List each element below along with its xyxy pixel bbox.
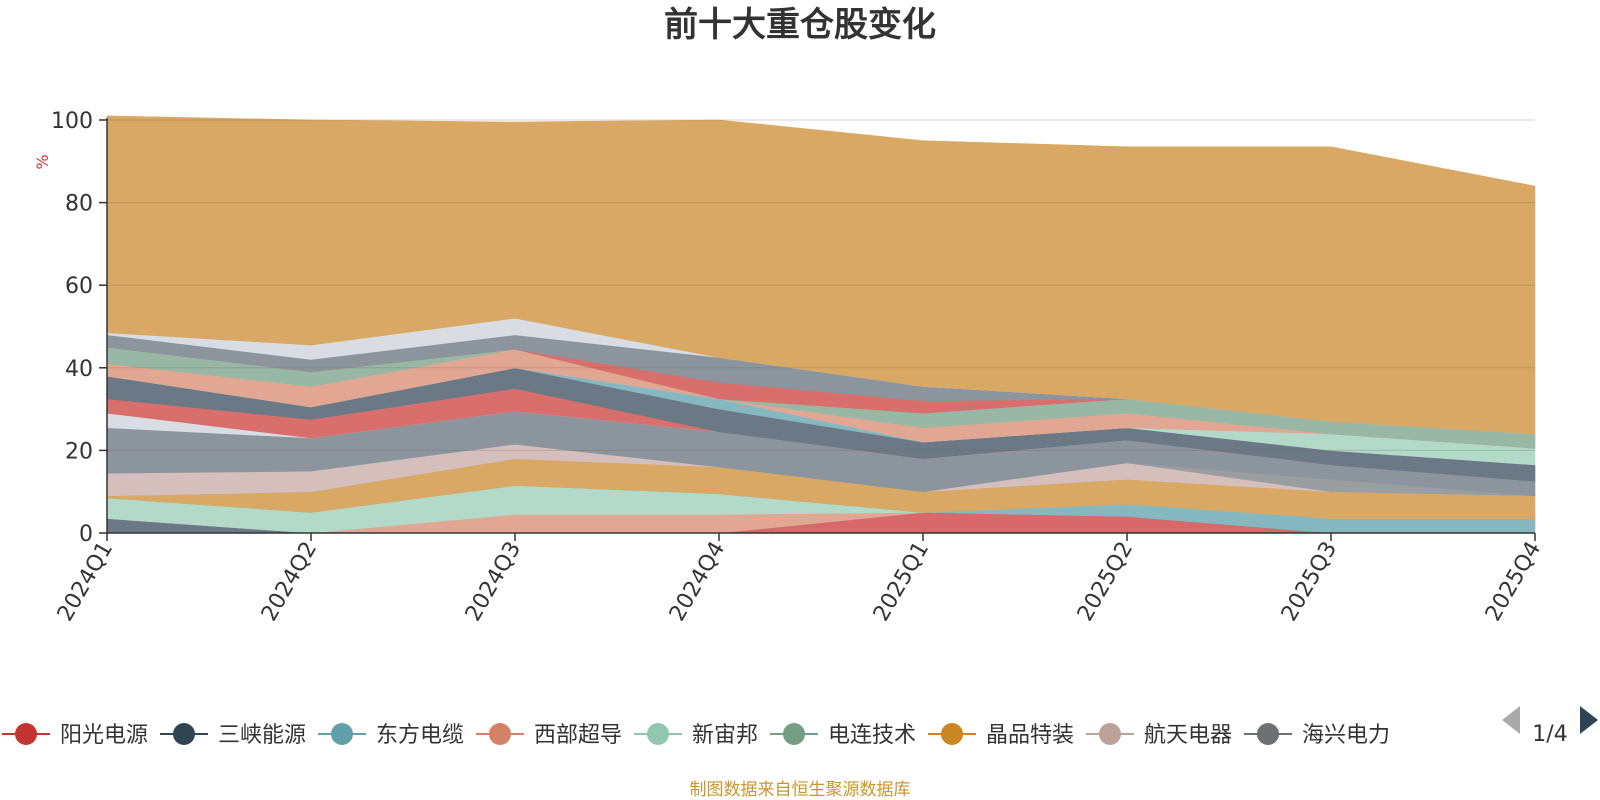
y-axis-label: % (33, 154, 52, 169)
legend-item-label: 新宙邦 (692, 723, 758, 748)
legend-item-7[interactable]: 晶品特装 (928, 723, 1074, 748)
legend-circle-marker (783, 723, 805, 745)
axes (106, 118, 1535, 534)
legend-item-label: 阳光电源 (60, 723, 148, 748)
x-tick-label: 2025Q3 (1277, 538, 1342, 626)
x-axis-ticks: 2024Q1 2024Q2 2024Q3 2024Q4 2025Q1 2025Q2 2025… (53, 533, 1546, 626)
legend-page-indicator: 1/4 (1532, 722, 1567, 747)
y-axis-ticks: 0 20 40 60 80 100 (51, 109, 107, 547)
legend-item-label: 三峡能源 (218, 723, 306, 748)
legend-circle-marker (941, 723, 963, 745)
legend-pager: 1/4 (1502, 706, 1598, 747)
legend-item-label: 西部超导 (534, 723, 622, 748)
legend-item-1[interactable]: 阳光电源 (2, 723, 148, 748)
legend-item-8[interactable]: 航天电器 (1086, 723, 1232, 748)
y-tick-label: 100 (51, 109, 93, 134)
x-tick-label: 2024Q1 (53, 538, 118, 626)
chart-title: 前十大重仓股变化 (664, 5, 936, 45)
legend-circle-marker (1257, 723, 1279, 745)
legend-circle-marker (173, 723, 195, 745)
legend-next-page-icon[interactable] (1580, 706, 1598, 734)
x-tick-label: 2025Q1 (869, 538, 934, 626)
y-tick-label: 40 (65, 357, 93, 382)
legend-prev-page-icon[interactable] (1502, 706, 1520, 734)
legend-circle-marker (489, 723, 511, 745)
legend-circle-marker (1099, 723, 1121, 745)
legend-item-label: 晶品特装 (986, 723, 1074, 748)
legend-item-9[interactable]: 海兴电力 (1244, 723, 1390, 748)
y-tick-label: 0 (79, 522, 93, 547)
y-tick-label: 80 (65, 192, 93, 217)
legend-circle-marker (15, 723, 37, 745)
legend-item-4[interactable]: 西部超导 (476, 723, 622, 748)
y-tick-label: 60 (65, 274, 93, 299)
legend-item-5[interactable]: 新宙邦 (634, 723, 758, 748)
gridlines (107, 119, 1535, 451)
legend-item-3[interactable]: 东方电缆 (318, 723, 464, 748)
legend-item-label: 海兴电力 (1302, 723, 1390, 748)
y-tick-label: 20 (65, 439, 93, 464)
x-tick-label: 2025Q2 (1073, 538, 1138, 626)
source-note: 制图数据来自恒生聚源数据库 (690, 780, 911, 800)
x-tick-label: 2024Q4 (665, 538, 730, 626)
legend-item-label: 航天电器 (1144, 723, 1232, 748)
legend-item-6[interactable]: 电连技术 (770, 723, 916, 748)
area-series-21[interactable] (106, 115, 1536, 435)
x-tick-label: 2025Q4 (1481, 538, 1546, 626)
legend: 阳光电源 三峡能源 东方电缆 西部超导 新宙邦 电连技术 晶品特装 航天电器 海兴电力 (2, 723, 1390, 748)
area-series-group (106, 115, 1536, 534)
legend-item-label: 东方电缆 (376, 723, 464, 748)
legend-item-label: 电连技术 (828, 723, 916, 748)
legend-item-2[interactable]: 三峡能源 (160, 723, 306, 748)
x-tick-label: 2024Q3 (461, 538, 526, 626)
legend-circle-marker (331, 723, 353, 745)
x-tick-label: 2024Q2 (257, 538, 322, 626)
legend-circle-marker (647, 723, 669, 745)
